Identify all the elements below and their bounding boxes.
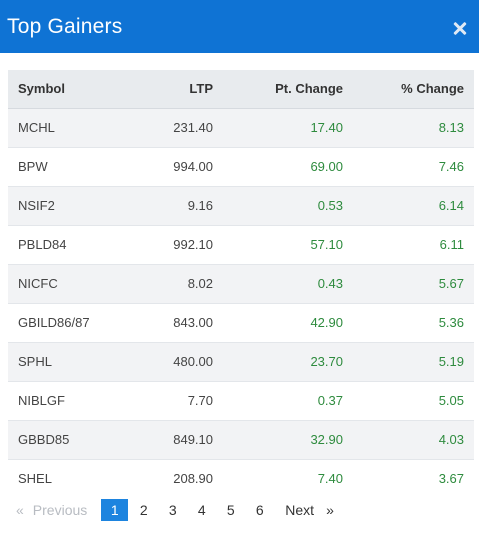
cell-pt-change: 32.90 bbox=[213, 420, 343, 460]
table-row: SHEL 208.90 7.40 3.67 bbox=[8, 459, 474, 498]
cell-ltp: 849.10 bbox=[126, 420, 213, 460]
cell-pct-change: 5.36 bbox=[343, 303, 474, 343]
table-row: GBBD85 849.10 32.90 4.03 bbox=[8, 420, 474, 460]
cell-pt-change: 57.10 bbox=[213, 225, 343, 265]
column-header-symbol[interactable]: Symbol bbox=[8, 70, 126, 109]
cell-pct-change: 4.03 bbox=[343, 420, 474, 460]
cell-pct-change: 8.13 bbox=[343, 108, 474, 148]
cell-pct-change: 3.67 bbox=[343, 459, 474, 498]
column-header-pt-change[interactable]: Pt. Change bbox=[213, 70, 343, 109]
column-header-ltp[interactable]: LTP bbox=[126, 70, 213, 109]
table-row: MCHL 231.40 17.40 8.13 bbox=[8, 108, 474, 148]
cell-pct-change: 5.67 bbox=[343, 264, 474, 304]
cell-pt-change: 0.43 bbox=[213, 264, 343, 304]
cell-ltp: 231.40 bbox=[126, 108, 213, 148]
page-5-button[interactable]: 5 bbox=[226, 502, 235, 518]
cell-ltp: 7.70 bbox=[126, 381, 213, 421]
cell-symbol[interactable]: SHEL bbox=[8, 459, 126, 498]
modal-header: Top Gainers bbox=[0, 0, 479, 53]
next-page-button[interactable]: Next » bbox=[285, 502, 334, 518]
cell-pt-change: 23.70 bbox=[213, 342, 343, 382]
cell-symbol[interactable]: GBBD85 bbox=[8, 420, 126, 460]
table-row: NSIF2 9.16 0.53 6.14 bbox=[8, 186, 474, 226]
double-chevron-left-icon: « bbox=[16, 502, 24, 518]
table-row: NIBLGF 7.70 0.37 5.05 bbox=[8, 381, 474, 421]
gainers-table-container: Symbol LTP Pt. Change % Change MCHL 231.… bbox=[8, 70, 474, 498]
modal-title: Top Gainers bbox=[7, 14, 123, 38]
table-row: PBLD84 992.10 57.10 6.11 bbox=[8, 225, 474, 265]
cell-pct-change: 6.11 bbox=[343, 225, 474, 265]
cell-symbol[interactable]: PBLD84 bbox=[8, 225, 126, 265]
page-2-button[interactable]: 2 bbox=[139, 502, 148, 518]
table-row: NICFC 8.02 0.43 5.67 bbox=[8, 264, 474, 304]
cell-ltp: 992.10 bbox=[126, 225, 213, 265]
close-icon[interactable] bbox=[449, 17, 471, 39]
cell-symbol[interactable]: GBILD86/87 bbox=[8, 303, 126, 343]
cell-symbol[interactable]: NIBLGF bbox=[8, 381, 126, 421]
cell-ltp: 8.02 bbox=[126, 264, 213, 304]
cell-ltp: 994.00 bbox=[126, 147, 213, 187]
page-1-button[interactable]: 1 bbox=[101, 499, 129, 521]
double-chevron-right-icon: » bbox=[326, 502, 334, 518]
table-row: GBILD86/87 843.00 42.90 5.36 bbox=[8, 303, 474, 343]
cell-pt-change: 17.40 bbox=[213, 108, 343, 148]
cell-ltp: 843.00 bbox=[126, 303, 213, 343]
gainers-table: Symbol LTP Pt. Change % Change MCHL 231.… bbox=[8, 70, 474, 498]
table-row: BPW 994.00 69.00 7.46 bbox=[8, 147, 474, 187]
cell-ltp: 208.90 bbox=[126, 459, 213, 498]
cell-pt-change: 7.40 bbox=[213, 459, 343, 498]
cell-ltp: 9.16 bbox=[126, 186, 213, 226]
cell-symbol[interactable]: NSIF2 bbox=[8, 186, 126, 226]
next-label: Next bbox=[285, 502, 315, 518]
cell-pct-change: 7.46 bbox=[343, 147, 474, 187]
cell-pct-change: 5.05 bbox=[343, 381, 474, 421]
cell-symbol[interactable]: SPHL bbox=[8, 342, 126, 382]
cell-ltp: 480.00 bbox=[126, 342, 213, 382]
cell-pct-change: 5.19 bbox=[343, 342, 474, 382]
previous-page-button: « Previous bbox=[16, 502, 87, 518]
cell-pct-change: 6.14 bbox=[343, 186, 474, 226]
cell-pt-change: 42.90 bbox=[213, 303, 343, 343]
table-row: SPHL 480.00 23.70 5.19 bbox=[8, 342, 474, 382]
cell-pt-change: 0.37 bbox=[213, 381, 343, 421]
column-header-pct-change[interactable]: % Change bbox=[343, 70, 474, 109]
page-3-button[interactable]: 3 bbox=[168, 502, 177, 518]
pagination: « Previous 1 2 3 4 5 6 Next » bbox=[16, 498, 334, 522]
page-6-button[interactable]: 6 bbox=[255, 502, 264, 518]
cell-symbol[interactable]: BPW bbox=[8, 147, 126, 187]
cell-pt-change: 69.00 bbox=[213, 147, 343, 187]
cell-symbol[interactable]: MCHL bbox=[8, 108, 126, 148]
cell-pt-change: 0.53 bbox=[213, 186, 343, 226]
table-header-row: Symbol LTP Pt. Change % Change bbox=[8, 70, 474, 109]
cell-symbol[interactable]: NICFC bbox=[8, 264, 126, 304]
page-4-button[interactable]: 4 bbox=[197, 502, 206, 518]
previous-label: Previous bbox=[32, 502, 88, 518]
